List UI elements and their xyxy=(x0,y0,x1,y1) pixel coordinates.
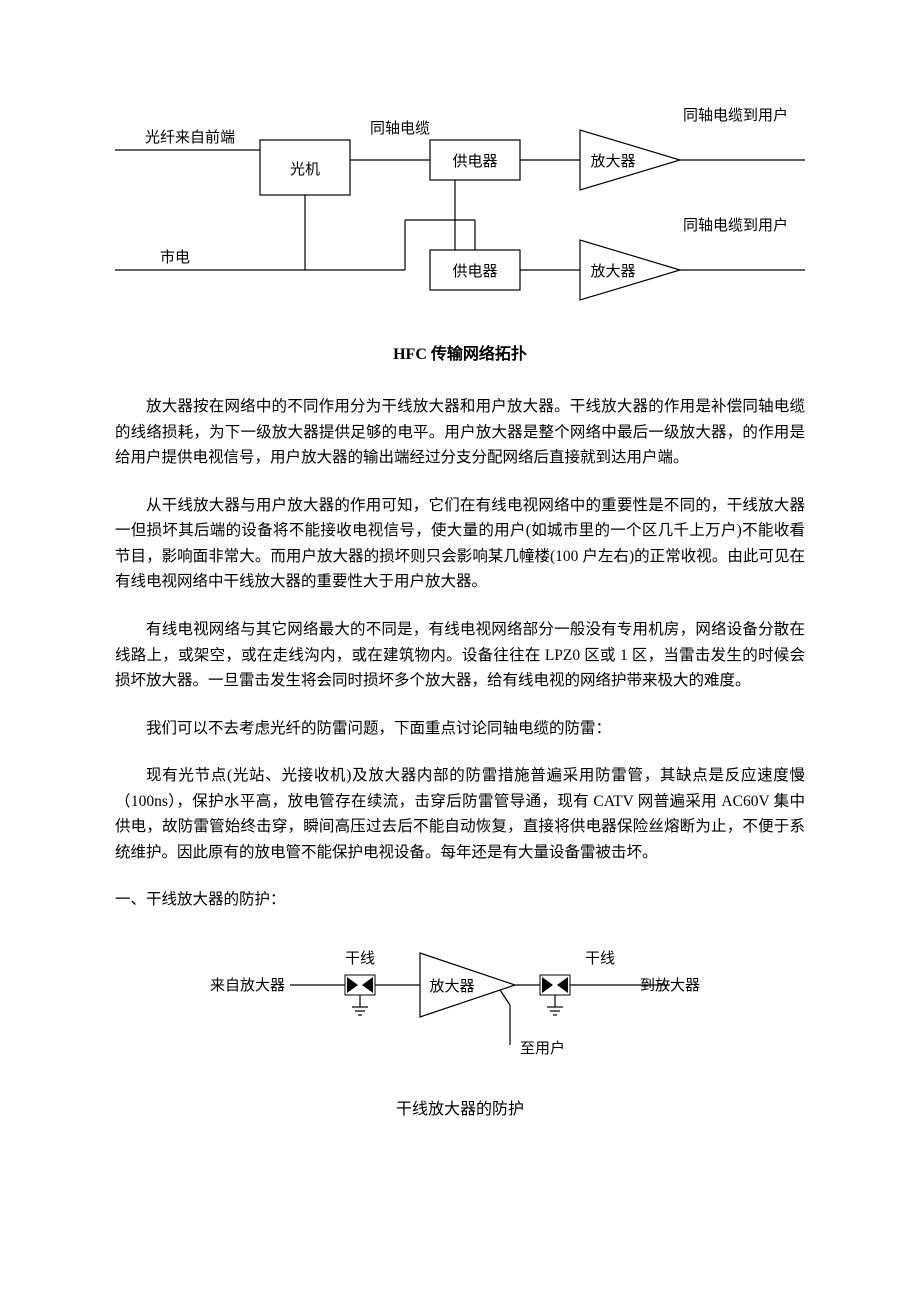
paragraph-4: 我们可以不去考虑光纤的防雷问题，下面重点讨论同轴电缆的防雷： xyxy=(115,716,805,742)
label-to-user: 至用户 xyxy=(520,1040,565,1057)
label-trunk-left: 干线 xyxy=(345,950,375,967)
label-to-amp: 到放大器 xyxy=(640,977,700,994)
section-1-heading: 一、干线放大器的防护： xyxy=(115,887,805,909)
label-coax-to-user-1: 同轴电缆到用户 xyxy=(683,107,788,124)
node-psu1-label: 供电器 xyxy=(452,153,497,170)
diagram2-title: 干线放大器的防护 xyxy=(115,1095,805,1119)
document-page: 光机 光纤来自前端 市电 同轴电缆 供电器 供电器 xyxy=(0,0,920,1302)
diagram1-title: HFC 传输网络拓扑 xyxy=(115,340,805,364)
label-coax-to-user-2: 同轴电缆到用户 xyxy=(683,217,788,234)
paragraph-1: 放大器按在网络中的不同作用分为干线放大器和用户放大器。干线放大器的作用是补偿同轴… xyxy=(115,394,805,471)
label-coax: 同轴电缆 xyxy=(370,120,430,137)
label-from-amp: 来自放大器 xyxy=(210,977,285,994)
diagram-trunk-amp-protection: 来自放大器 干线 放大器 干线 xyxy=(210,935,710,1075)
label-fiber-from-front: 光纤来自前端 xyxy=(145,129,235,146)
node-amp1-label: 放大器 xyxy=(590,153,635,170)
node-psu2-label: 供电器 xyxy=(452,263,497,280)
paragraph-3: 有线电视网络与其它网络最大的不同是，有线电视网络部分一般没有专用机房，网络设备分… xyxy=(115,617,805,694)
diagram-hfc-topology: 光机 光纤来自前端 市电 同轴电缆 供电器 供电器 xyxy=(115,100,805,320)
label-trunk-right: 干线 xyxy=(585,950,615,967)
label-mains: 市电 xyxy=(160,249,190,266)
paragraph-5: 现有光节点(光站、光接收机)及放大器内部的防雷措施普遍采用防雷管，其缺点是反应速… xyxy=(115,763,805,865)
paragraph-2: 从干线放大器与用户放大器的作用可知，它们在有线电视网络中的重要性是不同的，干线放… xyxy=(115,493,805,595)
node-amp2-label: 放大器 xyxy=(590,263,635,280)
node-amp-center-label: 放大器 xyxy=(429,978,474,995)
node-optical-label: 光机 xyxy=(290,161,320,178)
